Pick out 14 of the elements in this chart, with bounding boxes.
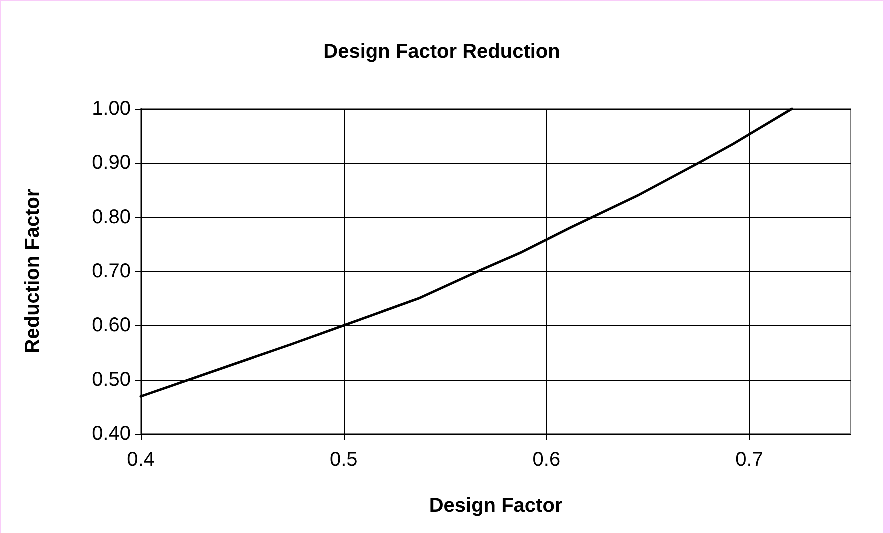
x-tick-label: 0.6 xyxy=(532,449,561,471)
chart-title: Design Factor Reduction xyxy=(324,41,560,63)
y-axis-title: Reduction Factor xyxy=(22,189,44,354)
y-tick-label: 0.90 xyxy=(92,152,131,174)
y-tick-label: 0.70 xyxy=(92,260,131,282)
y-tick-label: 0.50 xyxy=(92,368,131,391)
x-tick-label: 0.7 xyxy=(736,449,764,471)
y-tick-label: 0.40 xyxy=(92,423,131,445)
y-tick-label: 0.60 xyxy=(92,314,131,337)
y-tick-label: 0.80 xyxy=(92,206,131,228)
x-axis-title: Design Factor xyxy=(429,495,563,517)
x-tick-label: 0.4 xyxy=(127,449,155,471)
y-tick-label: 1.00 xyxy=(92,98,131,120)
x-tick-label: 0.5 xyxy=(330,449,358,471)
